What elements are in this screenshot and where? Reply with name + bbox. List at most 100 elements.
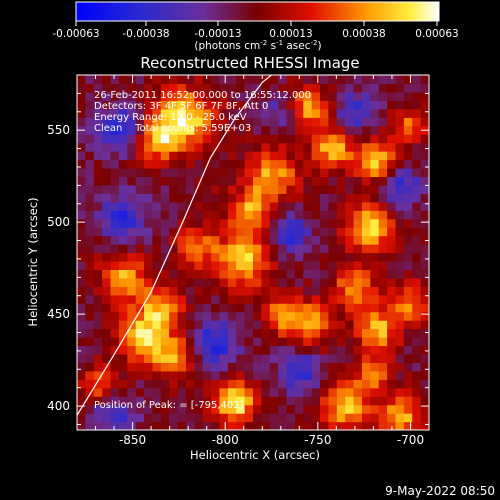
heatmap-cell [286, 218, 296, 228]
heatmap-cell [77, 303, 86, 313]
heatmap-cell [185, 201, 195, 211]
heatmap-cell [311, 286, 321, 296]
heatmap-cell [211, 142, 221, 152]
heatmap-cell [403, 210, 413, 220]
heatmap-cell [102, 379, 112, 389]
heatmap-cell [395, 83, 405, 93]
heatmap-cell [412, 345, 422, 355]
heatmap-cell [387, 277, 397, 287]
heatmap-cell [278, 252, 288, 262]
heatmap-cell [144, 151, 154, 161]
heatmap-cell [294, 362, 304, 372]
heatmap-cell [361, 218, 371, 228]
heatmap-cell [169, 227, 179, 237]
heatmap-cell [387, 151, 397, 161]
heatmap-cell [144, 379, 154, 389]
heatmap-cell [227, 269, 237, 279]
heatmap-cell [219, 83, 229, 93]
heatmap-cell [118, 303, 128, 313]
heatmap-cell [85, 244, 95, 254]
heatmap-cell [320, 117, 330, 127]
heatmap-cell [353, 303, 363, 313]
heatmap-cell [144, 142, 154, 152]
heatmap-cell [236, 235, 246, 245]
heatmap-cell [420, 379, 429, 389]
heatmap-cell [144, 387, 154, 397]
heatmap-cell [345, 320, 355, 330]
heatmap-cell [286, 167, 296, 178]
heatmap-cell [353, 235, 363, 245]
heatmap-cell [378, 252, 388, 262]
heatmap-cell [102, 151, 112, 161]
heatmap-cell [135, 277, 145, 287]
heatmap-cell [345, 151, 355, 161]
heatmap-cell [269, 83, 279, 93]
heatmap-cell [144, 311, 154, 321]
heatmap-cell [127, 117, 137, 127]
heatmap-cell [395, 396, 405, 406]
heatmap-cell [135, 303, 145, 313]
peak-position-label: Position of Peak: = [-795,402] [94, 400, 244, 411]
colorbar-tick-label: -0.00038 [122, 28, 169, 40]
heatmap-cell [370, 396, 380, 406]
heatmap-cell [378, 286, 388, 296]
heatmap-cell [169, 303, 179, 313]
heatmap-cell [345, 353, 355, 363]
heatmap-cell [202, 201, 212, 211]
heatmap-cell [219, 142, 229, 152]
heatmap-cell [336, 227, 346, 237]
heatmap-cell [370, 83, 380, 93]
heatmap-cell [412, 159, 422, 169]
heatmap-cell [353, 277, 363, 287]
heatmap-cell [227, 235, 237, 245]
heatmap-cell [378, 235, 388, 245]
heatmap-cell [361, 193, 371, 203]
heatmap-cell [311, 227, 321, 237]
heatmap-cell [412, 218, 422, 228]
heatmap-cell [328, 353, 338, 363]
heatmap-cell [77, 167, 86, 178]
heatmap-cell [412, 176, 422, 186]
heatmap-cell [387, 252, 397, 262]
heatmap-cell [127, 370, 137, 380]
heatmap-cell [135, 286, 145, 296]
heatmap-cell [202, 193, 212, 203]
heatmap-cell [227, 151, 237, 161]
heatmap-cell [227, 159, 237, 169]
heatmap-cell [118, 100, 128, 110]
heatmap-cell [194, 345, 204, 355]
heatmap-cell [160, 328, 170, 338]
heatmap-cell [320, 176, 330, 186]
heatmap-cell [93, 252, 103, 262]
heatmap-cell [169, 244, 179, 254]
heatmap-cell [403, 75, 413, 85]
heatmap-cell [127, 210, 137, 220]
heatmap-cell [361, 176, 371, 186]
heatmap-cell [403, 353, 413, 363]
plot-frame [76, 74, 430, 431]
heatmap-cell [395, 311, 405, 321]
heatmap-cell [353, 413, 363, 423]
heatmap-cell [320, 337, 330, 347]
heatmap-cell [345, 413, 355, 423]
heatmap-cell [169, 277, 179, 287]
heatmap-cell [361, 75, 371, 85]
heatmap-cell [328, 413, 338, 423]
heatmap-cell [303, 252, 313, 262]
heatmap-cell [294, 260, 304, 270]
heatmap-cell [311, 108, 321, 118]
heatmap-cell [110, 134, 120, 144]
heatmap-cell [185, 396, 195, 406]
heatmap-cell [336, 353, 346, 363]
heatmap-cell [395, 134, 405, 144]
heatmap-cell [253, 387, 262, 397]
heatmap-cell [152, 227, 162, 237]
heatmap-cell [378, 421, 388, 430]
heatmap-cell [144, 370, 154, 380]
heatmap-cell [278, 269, 288, 279]
heatmap-cell [102, 125, 112, 135]
heatmap-cell [278, 134, 288, 144]
heatmap-cell [353, 345, 363, 355]
heatmap-cell [211, 125, 221, 135]
heatmap-cell [253, 345, 262, 355]
